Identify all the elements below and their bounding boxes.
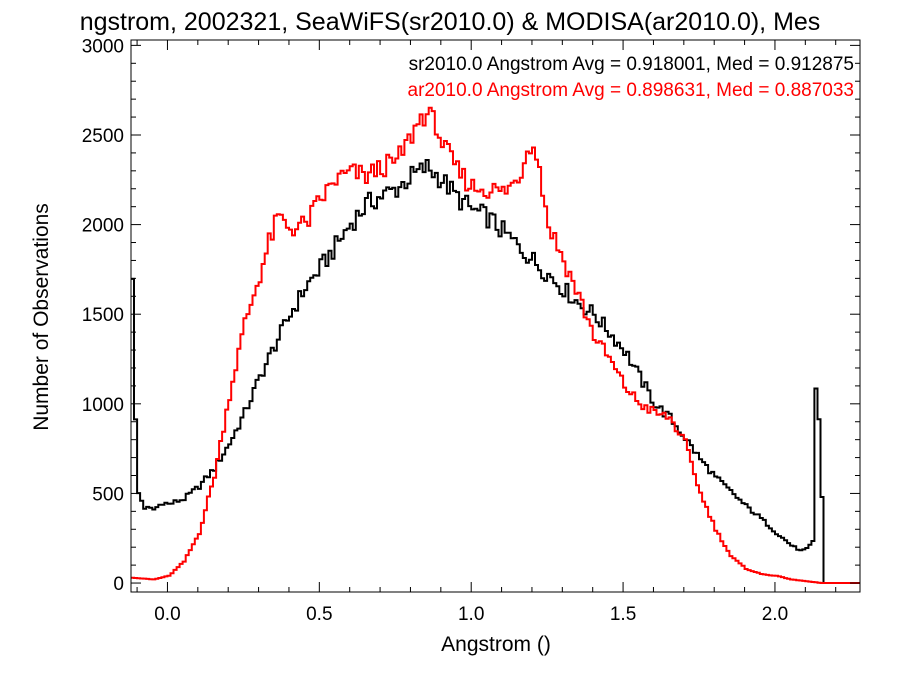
y-tick-label: 1000	[82, 395, 124, 416]
y-tick-label: 0	[113, 574, 124, 595]
y-tick-label: 2000	[82, 216, 124, 237]
y-tick-label: 2500	[82, 126, 124, 147]
x-axis-title: Angstrom ()	[441, 633, 551, 656]
series-line-ar2010	[131, 106, 860, 584]
x-tick-label: 0.0	[154, 604, 180, 625]
x-tick-label: 2.0	[762, 604, 788, 625]
y-tick-label: 3000	[82, 36, 124, 57]
plot-frame	[130, 39, 861, 593]
axes-layer: 0.0 0.5 1.0 1.5 2.0 0 500 1000 1500 2000 2500 3000	[82, 36, 861, 625]
y-axis-title: Number of Observations	[30, 203, 53, 431]
annotation-sr2010: sr2010.0 Angstrom Avg = 0.918001, Med = …	[409, 54, 854, 75]
x-tick-label: 0.5	[306, 604, 332, 625]
x-tick-label: 1.5	[610, 604, 636, 625]
y-tick-label: 500	[92, 484, 124, 505]
annotation-ar2010: ar2010.0 Angstrom Avg = 0.898631, Med = …	[408, 80, 855, 101]
chart-title: ngstrom, 2002321, SeaWiFS(sr2010.0) & MO…	[80, 8, 821, 36]
series-line-sr2010	[131, 159, 860, 584]
x-tick-label: 1.0	[458, 604, 484, 625]
series-layer	[131, 106, 860, 584]
y-tick-label: 1500	[82, 305, 124, 326]
